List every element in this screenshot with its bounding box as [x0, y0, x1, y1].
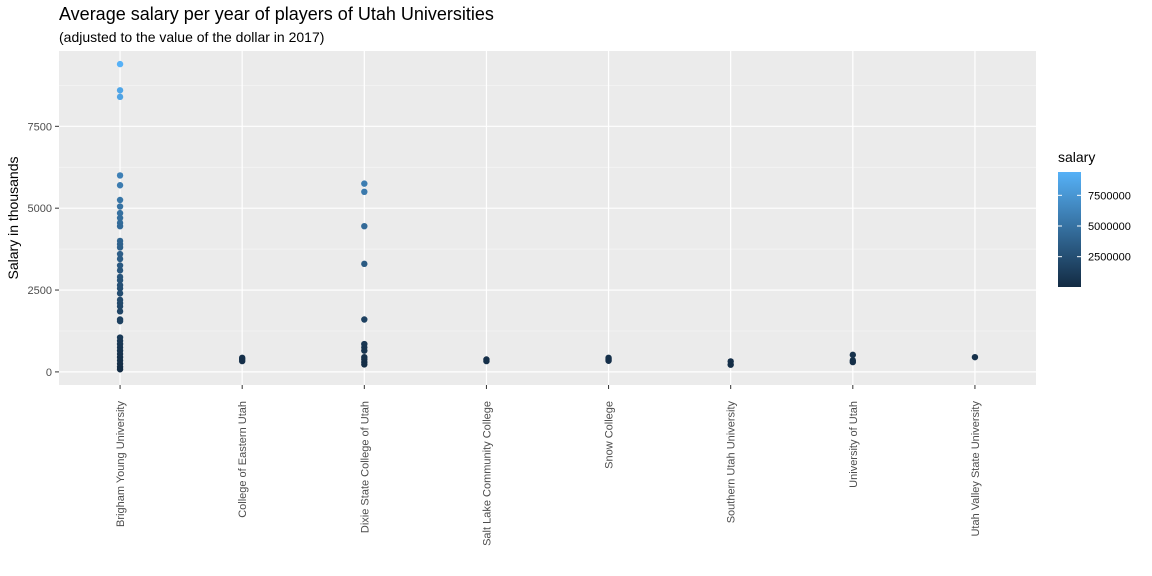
data-point [116, 244, 124, 251]
x-axis: Brigham Young University College of Easte… [115, 385, 982, 546]
chart-subtitle: (adjusted to the value of the dollar in … [59, 29, 324, 45]
y-tick-label: 2500 [28, 285, 52, 297]
legend-ticks: 7500000 5000000 2500000 [1058, 190, 1131, 264]
data-point [116, 277, 124, 284]
x-tick-label: Salt Lake Community College [481, 401, 493, 546]
data-point [849, 351, 857, 359]
data-point [116, 60, 124, 68]
y-tick-label: 7500 [28, 121, 52, 133]
data-point [116, 285, 124, 292]
data-point [116, 255, 124, 263]
data-point [116, 222, 124, 230]
color-legend: salary 7500000 5000000 2500000 [1058, 149, 1131, 287]
data-points [116, 60, 979, 373]
data-point [116, 267, 124, 274]
data-point [116, 172, 124, 179]
data-point [116, 317, 124, 325]
data-point [361, 347, 368, 354]
data-point [116, 87, 124, 94]
data-point [361, 361, 368, 368]
y-tick-label: 5000 [28, 203, 52, 215]
legend-title: salary [1058, 149, 1095, 165]
plot-panel [59, 51, 1036, 385]
data-point [483, 357, 490, 365]
data-point [361, 260, 368, 268]
y-axis-label: Salary in thousands [5, 157, 21, 280]
data-point [238, 357, 246, 365]
data-point [361, 188, 368, 196]
minor-grid [59, 84, 1036, 332]
data-point [116, 308, 124, 315]
legend-label: 5000000 [1088, 221, 1131, 233]
data-point [361, 316, 368, 323]
data-point [116, 303, 124, 310]
data-point [361, 180, 368, 187]
data-point [116, 290, 124, 297]
data-point [116, 209, 124, 217]
x-tick-label: Southern Utah University [726, 401, 738, 524]
data-point [116, 262, 124, 269]
x-tick-label: University of Utah [848, 401, 860, 488]
data-point [116, 366, 124, 373]
x-tick-label: College of Eastern Utah [237, 401, 249, 518]
x-tick-label: Snow College [604, 401, 616, 469]
data-point [849, 358, 857, 366]
data-point [116, 93, 124, 101]
data-point [116, 203, 124, 210]
data-point [116, 250, 124, 258]
x-tick-label: Utah Valley State University [970, 401, 982, 537]
y-tick-label: 0 [46, 367, 52, 379]
y-axis: 0 2500 5000 7500 [28, 121, 59, 379]
data-point [361, 222, 368, 230]
x-tick-label: Brigham Young University [115, 401, 127, 527]
legend-label: 7500000 [1088, 190, 1131, 202]
legend-colorbar [1058, 172, 1081, 287]
chart-title: Average salary per year of players of Ut… [59, 4, 494, 24]
data-point [727, 361, 734, 368]
x-tick-label: Dixie State College of Utah [359, 401, 371, 533]
major-grid [59, 51, 1036, 385]
data-point [605, 357, 612, 364]
data-point [116, 214, 124, 222]
data-point [971, 353, 979, 361]
data-point [116, 196, 124, 204]
data-point [116, 182, 124, 189]
legend-label: 2500000 [1088, 252, 1131, 264]
